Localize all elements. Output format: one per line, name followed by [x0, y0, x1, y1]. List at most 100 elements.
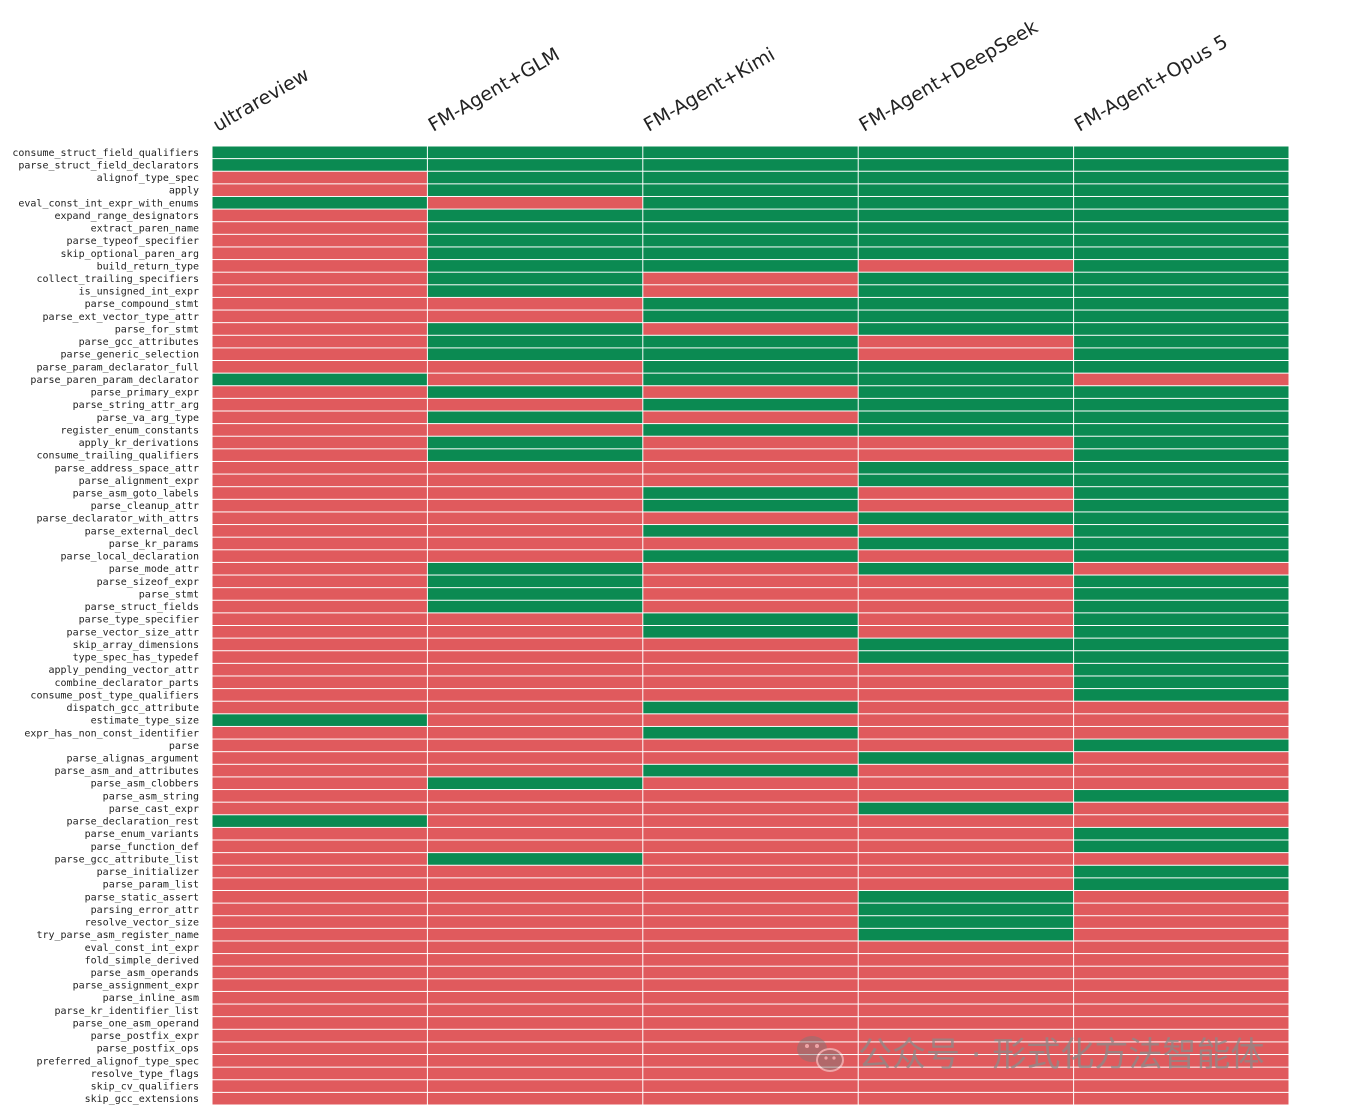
heatmap-cell [643, 916, 858, 928]
heatmap-cell [427, 626, 643, 638]
row-label: type_spec_has_typedef [73, 653, 199, 664]
heatmap-cell [212, 752, 427, 764]
heatmap-cell [643, 714, 858, 726]
heatmap-cell [643, 285, 858, 297]
heatmap-cell [427, 802, 643, 815]
heatmap-cell [1074, 802, 1289, 815]
heatmap-cell [858, 499, 1074, 512]
heatmap-cell [427, 815, 643, 827]
heatmap-cell [1074, 386, 1289, 398]
heatmap-cell [643, 461, 858, 474]
heatmap-cell [1074, 171, 1289, 184]
heatmap-cell [427, 222, 643, 234]
heatmap-cell [427, 676, 643, 689]
heatmap-cell [212, 159, 427, 171]
heatmap-cell [643, 890, 858, 903]
heatmap-cell [643, 361, 858, 373]
heatmap-cell [858, 1017, 1074, 1029]
heatmap-cell [1074, 550, 1289, 562]
heatmap-cell [427, 764, 643, 777]
heatmap-cell [212, 386, 427, 398]
heatmap-cell [427, 613, 643, 625]
heatmap-cell [858, 285, 1074, 297]
heatmap-cell [1074, 323, 1289, 335]
heatmap-cell [212, 499, 427, 512]
heatmap-cell [643, 146, 858, 159]
heatmap-cell [1074, 272, 1289, 285]
heatmap-cell [643, 196, 858, 209]
heatmap-cell [427, 487, 643, 499]
column-label: FM-Agent+Kimi [640, 44, 779, 137]
heatmap-cell [643, 449, 858, 461]
heatmap-cell [427, 1092, 643, 1105]
heatmap-cell [1074, 916, 1289, 928]
heatmap-cell [1074, 348, 1289, 361]
heatmap-cell [858, 474, 1074, 487]
heatmap-cell [427, 827, 643, 840]
heatmap-cell [858, 487, 1074, 499]
heatmap-cell [858, 979, 1074, 991]
heatmap-cell [858, 1029, 1074, 1042]
heatmap-cell [212, 234, 427, 247]
heatmap-cell [1074, 474, 1289, 487]
heatmap-cell [643, 903, 858, 916]
heatmap-cell [1074, 676, 1289, 689]
heatmap-cell [858, 348, 1074, 361]
heatmap-cell [858, 146, 1074, 159]
heatmap-cell [858, 550, 1074, 562]
heatmap-cell [427, 1017, 643, 1029]
heatmap-cell [643, 575, 858, 588]
heatmap-cell [212, 310, 427, 323]
heatmap-cell [858, 297, 1074, 310]
heatmap-cell [427, 260, 643, 272]
heatmap-cell [643, 386, 858, 398]
heatmap-cell [427, 991, 643, 1004]
heatmap-cell [1074, 537, 1289, 550]
heatmap-cell [643, 487, 858, 499]
heatmap-cell [427, 1004, 643, 1017]
heatmap-cell [1074, 954, 1289, 966]
heatmap-cell [212, 651, 427, 663]
heatmap-cell [212, 209, 427, 222]
heatmap-cell [858, 310, 1074, 323]
heatmap-cell [858, 916, 1074, 928]
heatmap-cell [1074, 1080, 1289, 1092]
heatmap-cell [427, 285, 643, 297]
heatmap-cell [1074, 1055, 1289, 1067]
heatmap-cell [1074, 853, 1289, 865]
heatmap-cell [212, 764, 427, 777]
heatmap-cell [858, 752, 1074, 764]
heatmap-cell [1074, 562, 1289, 575]
heatmap-cell [858, 701, 1074, 714]
row-label: estimate_type_size [91, 716, 199, 727]
heatmap-cell [858, 878, 1074, 890]
heatmap-cell [427, 436, 643, 449]
heatmap-cell [858, 196, 1074, 209]
row-label: build_return_type [97, 261, 199, 272]
heatmap-cell [1074, 260, 1289, 272]
heatmap-cell [643, 777, 858, 790]
row-label: expr_has_non_const_identifier [24, 728, 199, 739]
heatmap-cell [1074, 928, 1289, 941]
heatmap-cell [1074, 1004, 1289, 1017]
heatmap-cell [858, 890, 1074, 903]
column-label: FM-Agent+GLM [425, 43, 564, 136]
heatmap-cell [1074, 689, 1289, 701]
heatmap-cell [858, 373, 1074, 386]
heatmap-cell [858, 600, 1074, 613]
heatmap-cell [643, 739, 858, 752]
row-label: consume_struct_field_qualifiers [12, 148, 199, 159]
heatmap-cell [858, 626, 1074, 638]
heatmap-cell [212, 474, 427, 487]
row-label: collect_trailing_specifiers [36, 274, 199, 285]
row-label: eval_const_int_expr_with_enums [18, 198, 199, 209]
heatmap-cell [427, 184, 643, 196]
heatmap-cell [858, 1080, 1074, 1092]
heatmap-cell [858, 903, 1074, 916]
heatmap-cell [212, 588, 427, 600]
heatmap-cell [427, 689, 643, 701]
heatmap-cell [643, 222, 858, 234]
heatmap-cell [212, 916, 427, 928]
heatmap-cell [212, 1029, 427, 1042]
heatmap-cell [643, 790, 858, 802]
